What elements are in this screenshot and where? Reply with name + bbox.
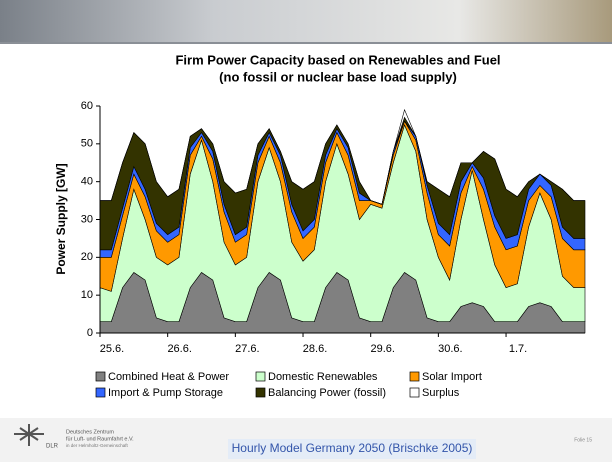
x-tick-label: 25.6.	[100, 343, 124, 355]
area	[100, 108, 585, 205]
header-banner	[0, 0, 612, 42]
y-tick-label: 10	[81, 289, 93, 301]
x-tick-label: 1.7.	[509, 343, 527, 355]
legend-label: Import & Pump Storage	[108, 387, 223, 399]
legend-label: Domestic Renewables	[268, 371, 378, 383]
y-tick-label: 20	[81, 251, 93, 263]
x-tick-label: 29.6.	[370, 343, 394, 355]
y-tick-label: 60	[81, 100, 93, 112]
y-tick-label: 0	[87, 327, 93, 339]
org-line: für Luft- und Raumfahrt e.V.	[66, 436, 134, 442]
org-line: Deutsches Zentrum	[66, 429, 114, 435]
chart-title: (no fossil or nuclear base load supply)	[219, 69, 457, 84]
legend-swatch	[409, 387, 420, 398]
legend-swatch	[409, 371, 420, 382]
header-rule	[0, 42, 612, 44]
legend-swatch	[95, 371, 106, 382]
y-tick-label: 50	[81, 138, 93, 150]
caption-box	[228, 439, 476, 459]
chart-title: Firm Power Capacity based on Renewables …	[175, 52, 500, 67]
legend-label: Solar Import	[422, 371, 482, 383]
y-axis-label: Power Supply [GW]	[54, 163, 68, 274]
y-tick-label: 40	[81, 176, 93, 188]
org-line: in der Helmholtz-Gemeinschaft	[66, 443, 129, 448]
caption: Hourly Model Germany 2050 (Brischke 2005…	[232, 441, 473, 455]
legend-swatch	[255, 387, 266, 398]
plot: 0 10 20 30 40 50 60 25.6. 26.6. 27.6. 28.6. 29.6. 30…	[81, 100, 586, 355]
legend-swatch	[95, 387, 106, 398]
y-tick-label: 30	[81, 213, 93, 225]
x-tick-label: 27.6.	[235, 343, 259, 355]
legend-label: Combined Heat & Power	[108, 371, 229, 383]
x-tick-label: 30.6.	[438, 343, 462, 355]
page-number: Folie 15	[574, 437, 592, 443]
legend-label: Surplus	[422, 387, 460, 399]
legend-label: Balancing Power (fossil)	[268, 387, 386, 399]
legend: Combined Heat & Power Domestic Renewables…	[95, 371, 482, 399]
legend-swatch	[255, 371, 266, 382]
x-tick-label: 28.6.	[303, 343, 327, 355]
x-tick-label: 26.6.	[167, 343, 191, 355]
logo: DLR Deutsches Zentrum für Luft- und Raum…	[14, 424, 134, 450]
logo-text: DLR	[46, 444, 59, 450]
logo-mark	[14, 424, 44, 446]
